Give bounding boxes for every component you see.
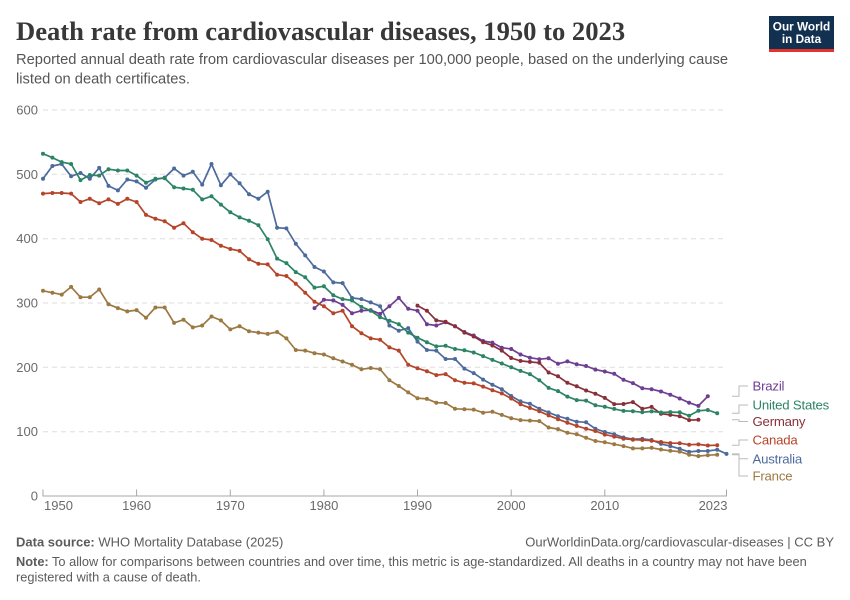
svg-text:Data source: WHO Mortality Dat: Data source: WHO Mortality Database (202… [16, 535, 283, 550]
svg-text:OurWorldinData.org/cardiovascu: OurWorldinData.org/cardiovascular-diseas… [525, 535, 834, 550]
svg-text:200: 200 [16, 360, 38, 375]
svg-text:United States: United States [753, 398, 830, 413]
svg-text:500: 500 [16, 167, 38, 182]
svg-text:Note: To allow for comparisons: Note: To allow for comparisons between c… [16, 554, 807, 569]
svg-text:in Data: in Data [782, 32, 822, 46]
svg-text:registered with a cause of dea: registered with a cause of death. [16, 570, 201, 585]
svg-text:Canada: Canada [753, 433, 799, 448]
svg-text:Germany: Germany [753, 414, 806, 429]
svg-text:France: France [753, 469, 793, 484]
svg-text:Brazil: Brazil [753, 379, 785, 394]
svg-text:Death rate from cardiovascular: Death rate from cardiovascular diseases,… [16, 16, 625, 46]
svg-text:Australia: Australia [753, 452, 803, 467]
svg-text:listed on death certificates.: listed on death certificates. [16, 71, 190, 87]
svg-text:1960: 1960 [122, 498, 151, 513]
svg-text:Our World: Our World [773, 19, 830, 33]
svg-text:1980: 1980 [309, 498, 338, 513]
svg-text:2000: 2000 [497, 498, 526, 513]
svg-text:1970: 1970 [216, 498, 245, 513]
svg-text:0: 0 [31, 489, 38, 504]
svg-text:300: 300 [16, 296, 38, 311]
svg-text:Reported annual death rate fro: Reported annual death rate from cardiova… [16, 52, 728, 68]
svg-text:2023: 2023 [699, 498, 728, 513]
svg-text:100: 100 [16, 424, 38, 439]
svg-text:600: 600 [16, 103, 38, 118]
svg-text:1990: 1990 [403, 498, 432, 513]
svg-text:400: 400 [16, 231, 38, 246]
svg-text:1950: 1950 [44, 498, 73, 513]
svg-text:2010: 2010 [590, 498, 619, 513]
